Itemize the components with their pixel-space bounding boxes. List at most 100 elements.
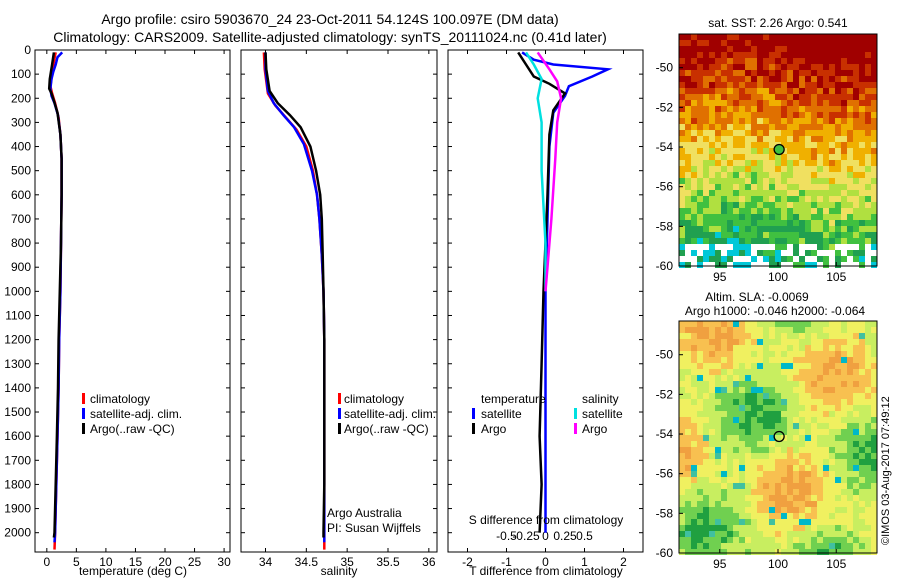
imos-credit: ©IMOS 03-Aug-2017 07:49:12 [880,396,892,545]
map-cell [679,256,685,262]
map-cell [817,118,823,124]
salinity-legend: climatology satellite-adj. clim. Argo(..… [338,392,436,436]
map-cell [727,40,733,46]
map-cell [853,190,859,196]
depth-tick-label: 400 [11,140,31,154]
map-cell [799,417,805,423]
map-cell [733,333,739,339]
map-cell [697,537,703,543]
map-cell [775,226,781,232]
map-cell [811,519,817,525]
map-cell [709,507,715,513]
map-cell [781,525,787,531]
map-cell [805,118,811,124]
map-cell [751,244,757,250]
map-cell [745,423,751,429]
map-cell [697,40,703,46]
map-cell [859,369,865,375]
map-cell [853,124,859,130]
map-cell [865,321,871,327]
map-cell [823,226,829,232]
map-cell [829,471,835,477]
map-cell [715,513,721,519]
map-cell [751,465,757,471]
map-cell [697,453,703,459]
map-cell [685,381,691,387]
map-cell [757,46,763,52]
map-cell [841,124,847,130]
map-cell [685,64,691,70]
map-cell [841,166,847,172]
map-cell [805,501,811,507]
map-cell [751,160,757,166]
map-cell [835,118,841,124]
map-cell [769,339,775,345]
map-cell [799,381,805,387]
map-cell [763,34,769,40]
map-cell [835,100,841,106]
map-cell [859,250,865,256]
map-cell [823,543,829,549]
map-cell [739,537,745,543]
map-cell [793,94,799,100]
map-cell [679,154,685,160]
map-cell [691,321,697,327]
map-cell [751,327,757,333]
map-cell [739,549,745,555]
map-cell [805,369,811,375]
map-cell [811,94,817,100]
map-cell [715,489,721,495]
map-cell [745,519,751,525]
map-cell [805,471,811,477]
map-cell [805,387,811,393]
map-cell [685,495,691,501]
map-cell [871,82,877,88]
map-cell [781,477,787,483]
map-cell [823,393,829,399]
map-cell [685,519,691,525]
map-cell [853,513,859,519]
map-cell [841,513,847,519]
map-cell [841,40,847,46]
map-cell [787,525,793,531]
map-cell [751,172,757,178]
map-cell [811,82,817,88]
map-cell [871,154,877,160]
map-cell [871,345,877,351]
map-cell [829,477,835,483]
map-cell [757,196,763,202]
map-cell [739,226,745,232]
map-cell [703,351,709,357]
map-cell [697,70,703,76]
series-line-satellite-adj-clim [264,52,326,543]
map-cell [691,513,697,519]
map-cell [835,244,841,250]
map-cell [853,178,859,184]
map-cell [793,70,799,76]
map-cell [697,220,703,226]
map-cell [697,465,703,471]
map-cell [811,483,817,489]
map-cell [823,82,829,88]
map-cell [817,447,823,453]
map-cell [799,34,805,40]
map-cell [727,238,733,244]
map-cell [715,417,721,423]
map-cell [733,423,739,429]
map-cell [757,543,763,549]
map-cell [697,339,703,345]
map-cell [745,339,751,345]
map-cell [763,435,769,441]
map-cell [733,513,739,519]
map-cell [793,417,799,423]
map-cell [793,64,799,70]
map-cell [865,202,871,208]
map-cell [865,58,871,64]
map-cell [817,166,823,172]
map-cell [685,136,691,142]
map-cell [691,52,697,58]
map-cell [823,333,829,339]
map-cell [871,369,877,375]
map-cell [847,363,853,369]
